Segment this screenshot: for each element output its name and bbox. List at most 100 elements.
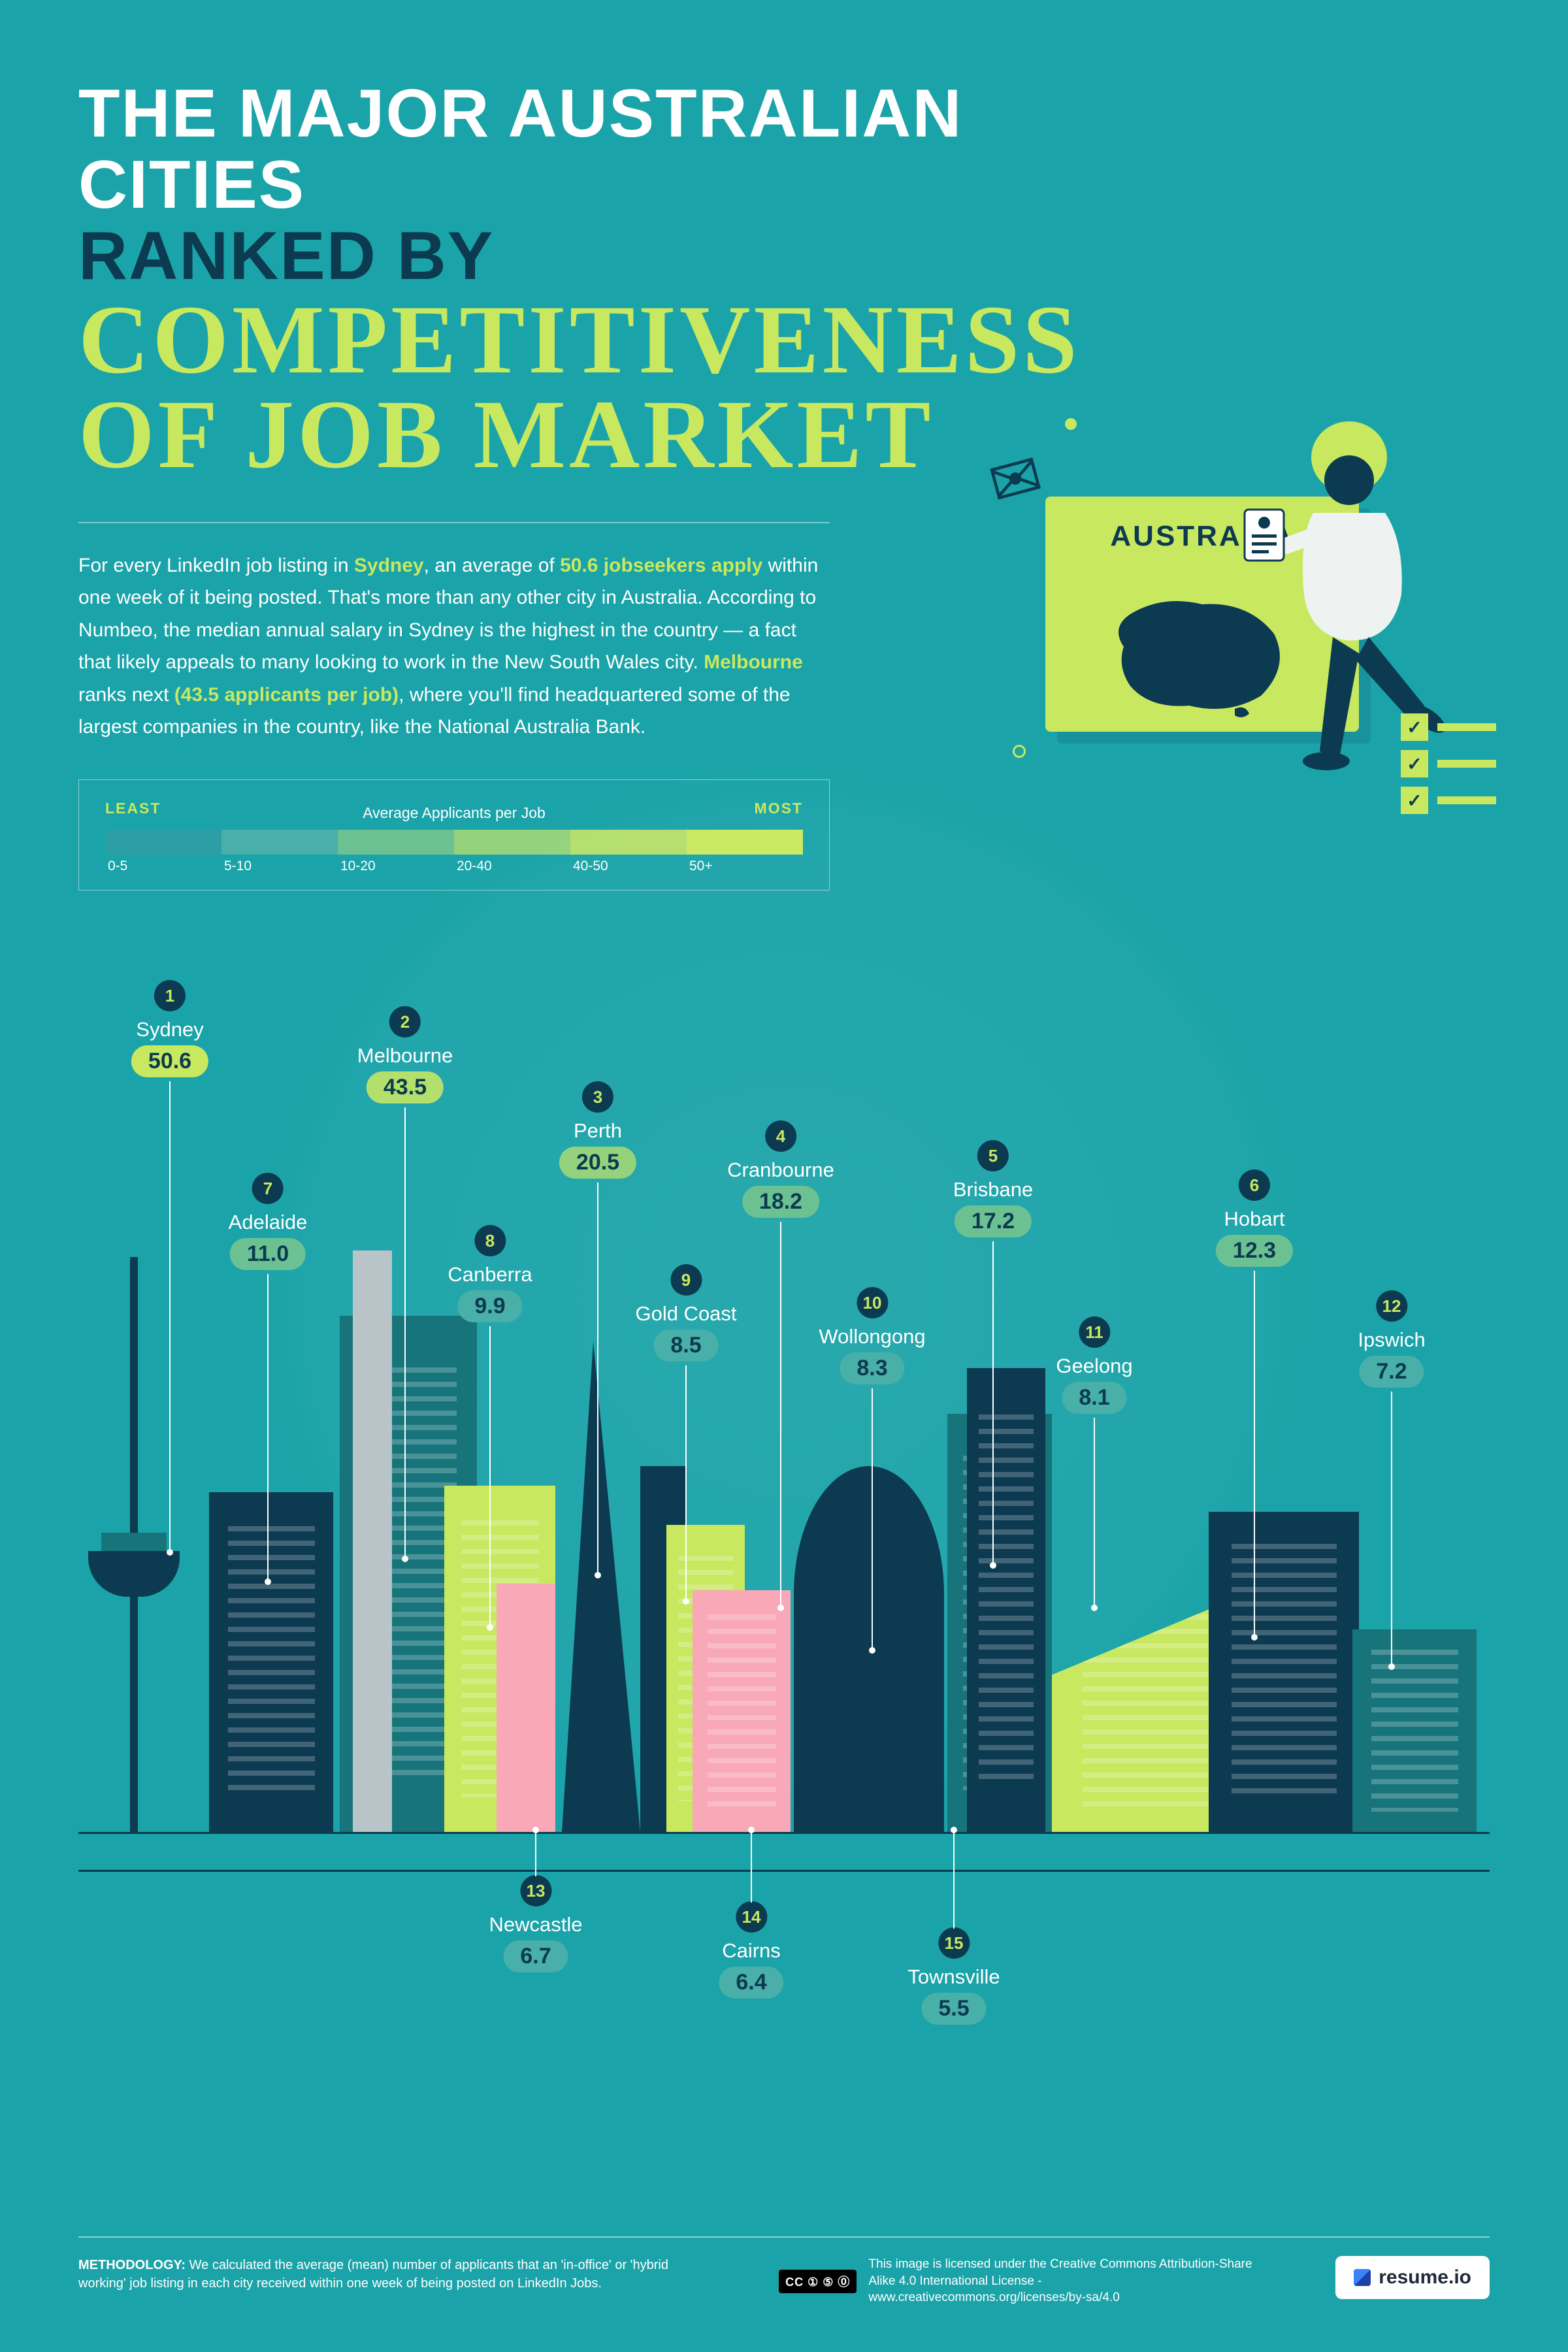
- city-name: Melbourne: [357, 1044, 453, 1068]
- connector-dot: [532, 1827, 539, 1833]
- intro-seg: , an average of: [424, 555, 560, 576]
- connector-line: [1254, 1271, 1255, 1637]
- rank-badge: 13: [520, 1875, 551, 1906]
- connector-dot: [167, 1549, 173, 1556]
- intro-seg: ranks next: [78, 684, 174, 706]
- rank-badge: 2: [389, 1006, 421, 1037]
- building-icon: [967, 1368, 1045, 1832]
- city-label: 13 Newcastle 6.7: [489, 1875, 583, 1972]
- rank-badge: 12: [1376, 1290, 1407, 1322]
- title-line-2: RANKED BY: [78, 221, 1091, 292]
- rank-badge: 6: [1239, 1169, 1270, 1201]
- title-line-1: THE MAJOR AUSTRALIAN CITIES: [78, 78, 1091, 221]
- methodology-label: METHODOLOGY:: [78, 2258, 186, 2272]
- decor-circle: [1065, 418, 1077, 430]
- checklist-icon: ✓ ✓ ✓: [1401, 713, 1496, 823]
- legend-tick: 10-20: [338, 858, 454, 874]
- connector-line: [169, 1081, 171, 1552]
- legend-tick: 0-5: [105, 858, 221, 874]
- skyline-chart: 1 Sydney 50.6 2 Melbourne 43.5 3 Perth 2…: [78, 980, 1490, 2045]
- building-icon: [209, 1492, 333, 1832]
- city-value-pill: 17.2: [955, 1205, 1032, 1237]
- footer-divider: [78, 2236, 1490, 2238]
- connector-dot: [1251, 1634, 1258, 1641]
- rank-badge: 1: [154, 980, 186, 1011]
- legend-segment: [338, 830, 454, 855]
- rank-badge: 14: [736, 1901, 767, 1933]
- decor-circle: [1013, 745, 1026, 758]
- city-value-pill: 6.4: [719, 1967, 783, 1999]
- city-label: 10 Wollongong 8.3: [819, 1287, 925, 1384]
- connector-dot: [487, 1624, 493, 1631]
- city-name: Ipswich: [1358, 1328, 1425, 1352]
- city-name: Newcastle: [489, 1913, 583, 1936]
- city-name: Canberra: [448, 1263, 532, 1286]
- connector-line: [953, 1829, 955, 1929]
- city-name: Gold Coast: [635, 1302, 736, 1326]
- connector-line: [1391, 1392, 1392, 1666]
- building-icon: [353, 1250, 392, 1832]
- divider: [78, 522, 830, 523]
- envelope-icon: ✉: [981, 439, 1050, 522]
- building-icon: [693, 1590, 791, 1832]
- city-name: Geelong: [1056, 1354, 1132, 1378]
- methodology-text: METHODOLOGY: We calculated the average (…: [78, 2256, 699, 2293]
- sydney-tower-icon: [88, 1257, 180, 1832]
- legend-tick: 5-10: [221, 858, 338, 874]
- city-label: 7 Adelaide 11.0: [229, 1173, 308, 1270]
- connector-line: [872, 1388, 873, 1650]
- city-value-pill: 43.5: [367, 1071, 444, 1103]
- rank-badge: 15: [938, 1927, 970, 1959]
- city-label: 6 Hobart 12.3: [1216, 1169, 1293, 1267]
- legend-segment: [105, 830, 221, 855]
- connector-line: [1094, 1418, 1095, 1607]
- connector-line: [780, 1222, 781, 1607]
- cc-license: CC ① ⑤ ⓪ This image is licensed under th…: [779, 2256, 1256, 2306]
- city-value-pill: 18.2: [742, 1186, 819, 1218]
- city-name: Wollongong: [819, 1325, 925, 1348]
- city-label: 11 Geelong 8.1: [1056, 1316, 1132, 1414]
- connector-dot: [869, 1647, 875, 1654]
- cc-text: This image is licensed under the Creativ…: [868, 2256, 1256, 2306]
- building-icon: [1209, 1512, 1359, 1832]
- connector-line: [685, 1365, 687, 1601]
- city-label: 9 Gold Coast 8.5: [635, 1264, 736, 1362]
- city-name: Hobart: [1216, 1207, 1293, 1231]
- brand-badge: resume.io: [1335, 2256, 1490, 2299]
- connector-line: [489, 1326, 491, 1627]
- city-value-pill: 12.3: [1216, 1235, 1293, 1267]
- city-value-pill: 8.5: [653, 1330, 718, 1362]
- brand-name: resume.io: [1379, 2266, 1471, 2289]
- connector-dot: [595, 1572, 601, 1578]
- city-label: 15 Townsville 5.5: [907, 1927, 1000, 2025]
- title-line-3a: COMPETITIVENESS: [78, 293, 1091, 388]
- rank-badge: 4: [765, 1120, 796, 1152]
- city-value-pill: 6.7: [503, 1940, 568, 1972]
- connector-line: [751, 1829, 752, 1903]
- rank-badge: 9: [670, 1264, 702, 1296]
- intro-hl: Sydney: [354, 555, 424, 576]
- building-icon: [1352, 1629, 1477, 1832]
- intro-hl: (43.5 applicants per job): [174, 684, 399, 706]
- city-value-pill: 8.3: [840, 1352, 904, 1384]
- title-line-3b: OF JOB MARKET: [78, 387, 1091, 483]
- city-name: Sydney: [131, 1018, 208, 1041]
- connector-line: [267, 1274, 269, 1581]
- ground-line-2: [78, 1870, 1490, 1872]
- connector-dot: [683, 1598, 689, 1605]
- illustration: ✉ AUSTRALIA ✓ ✓ ✓: [987, 418, 1496, 823]
- cc-badge-icon: CC ① ⑤ ⓪: [779, 2270, 857, 2293]
- city-label: 3 Perth 20.5: [559, 1081, 636, 1179]
- connector-line: [404, 1107, 406, 1558]
- legend-least: LEAST: [105, 800, 161, 817]
- city-label: 2 Melbourne 43.5: [357, 1006, 453, 1103]
- city-label: 8 Canberra 9.9: [448, 1225, 532, 1322]
- connector-dot: [951, 1827, 957, 1833]
- intro-paragraph: For every LinkedIn job listing in Sydney…: [78, 549, 830, 743]
- city-name: Townsville: [907, 1965, 1000, 1989]
- city-value-pill: 7.2: [1359, 1356, 1424, 1388]
- building-icon: [497, 1584, 555, 1832]
- connector-line: [992, 1241, 994, 1565]
- city-name: Brisbane: [953, 1178, 1033, 1201]
- brand-logo-icon: [1354, 2269, 1371, 2286]
